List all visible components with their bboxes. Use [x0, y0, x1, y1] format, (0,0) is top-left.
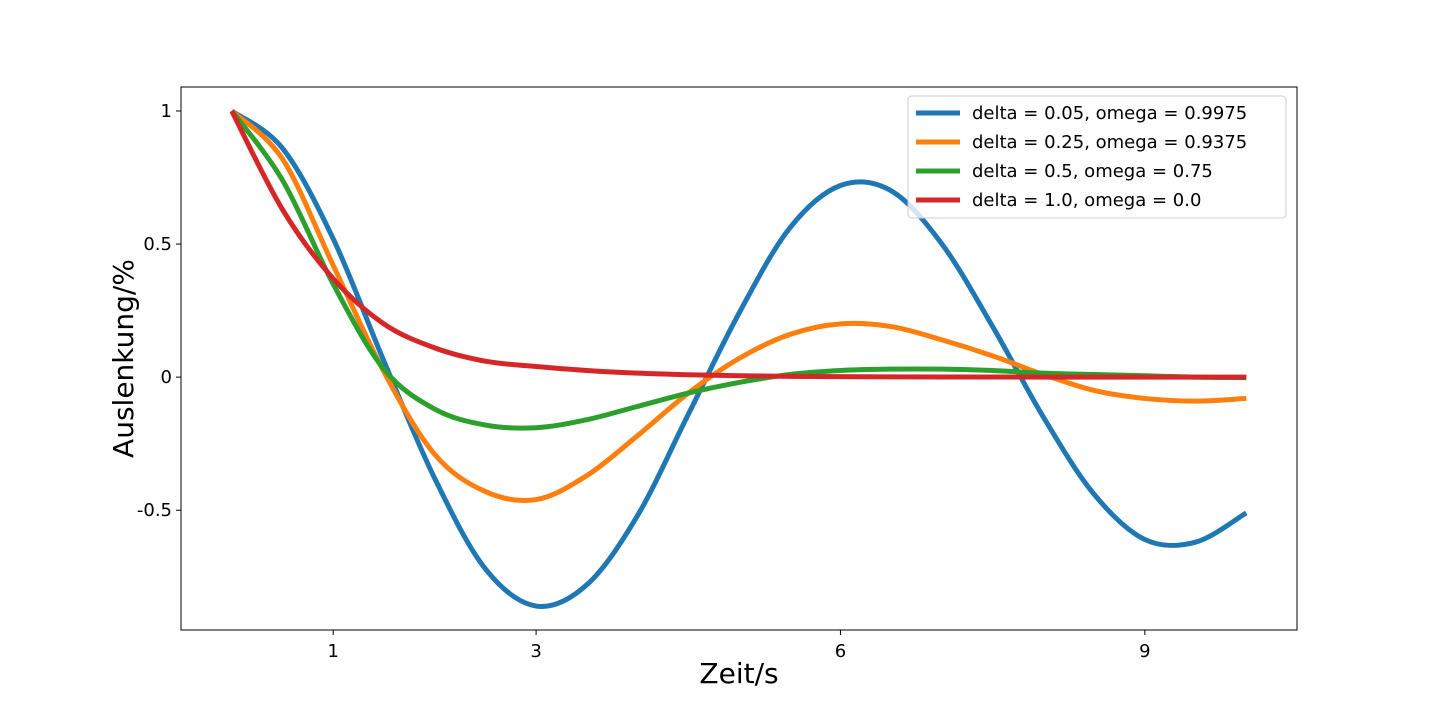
- y-axis-title: Auslenkung/%: [107, 259, 140, 458]
- y-tick-label: 0.5: [143, 234, 172, 255]
- legend-label-4: delta = 1.0, omega = 0.0: [972, 190, 1201, 211]
- x-axis-title: Zeit/s: [699, 657, 778, 690]
- series-line-3: [229, 109, 1247, 431]
- legend-label-2: delta = 0.25, omega = 0.9375: [972, 132, 1247, 153]
- plot-frame: [180, 86, 1298, 631]
- legend-label-1: delta = 0.05, omega = 0.9975: [972, 103, 1247, 124]
- legend-box: [907, 95, 1287, 219]
- x-tick-label: 9: [1139, 641, 1150, 662]
- legend: delta = 0.05, omega = 0.9975 delta = 0.25…: [907, 95, 1287, 219]
- x-tick-label: 1: [327, 641, 338, 662]
- x-tick-label: 6: [835, 641, 846, 662]
- series-layer: [229, 108, 1248, 610]
- x-axis: 1 3 6 9: [327, 630, 1151, 662]
- y-tick-label: 1: [161, 101, 172, 122]
- legend-label-3: delta = 0.5, omega = 0.75: [972, 161, 1213, 182]
- series-line-4: [229, 109, 1247, 380]
- y-tick-label: 0: [161, 367, 172, 388]
- series-line-1: [230, 108, 1248, 610]
- y-axis: 1 0.5 0 -0.5: [137, 101, 181, 521]
- x-tick-label: 3: [530, 641, 541, 662]
- y-tick-label: -0.5: [137, 500, 172, 521]
